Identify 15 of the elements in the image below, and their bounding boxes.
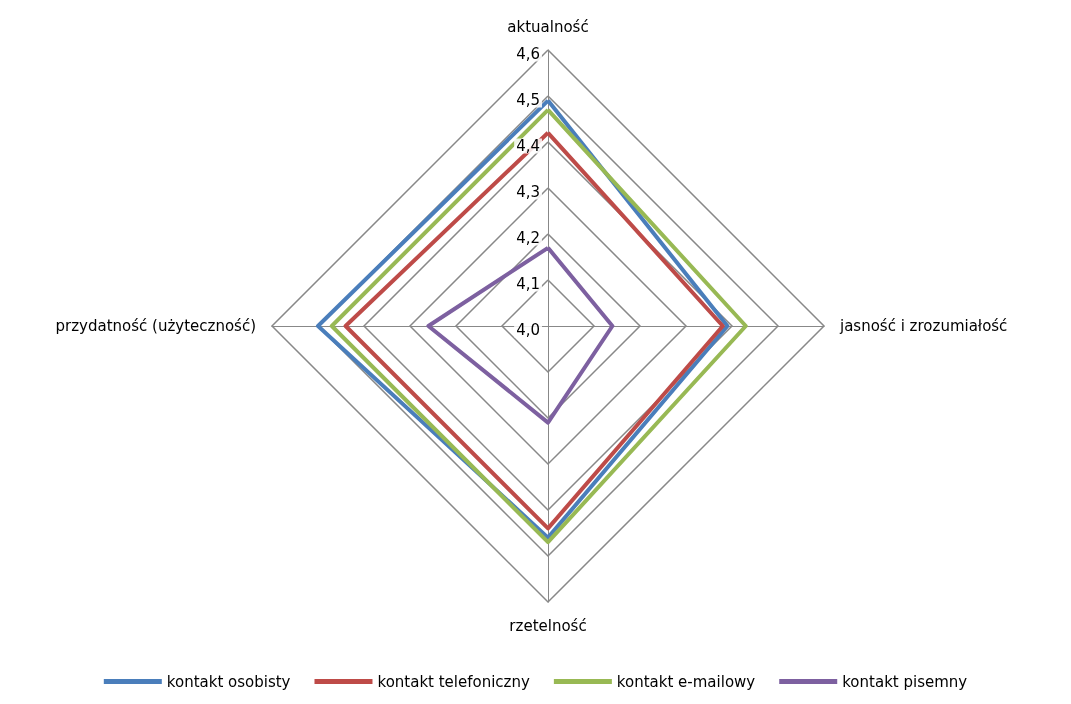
legend-label: kontakt telefoniczny [377, 672, 530, 691]
y-tick-label: 4,3 [516, 183, 540, 201]
legend-label: kontakt osobisty [166, 672, 291, 691]
y-tick-label: 4,2 [516, 229, 540, 247]
y-tick-label: 4,5 [516, 91, 540, 109]
y-tick-label: 4,6 [516, 45, 540, 63]
y-tick-label: 4,1 [516, 275, 540, 293]
y-tick-label: 4,4 [516, 137, 540, 155]
spoke-label: przydatność (użyteczność) [55, 317, 256, 335]
spoke-label: jasność i zrozumiałość [839, 317, 1008, 335]
legend-label: kontakt e-mailowy [616, 672, 756, 691]
spoke-label: aktualność [507, 17, 589, 36]
spoke-label: rzetelność [509, 616, 587, 635]
legend-label: kontakt pisemny [842, 672, 968, 691]
y-tick-label: 4,0 [516, 321, 540, 339]
